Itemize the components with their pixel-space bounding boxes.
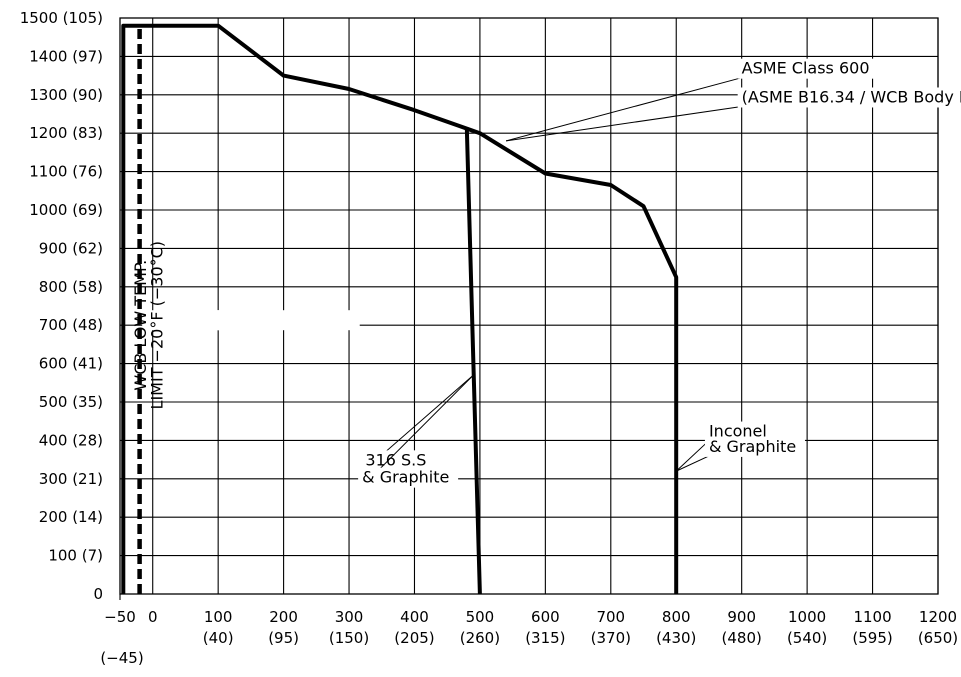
x-tick-label: 1100: [853, 608, 891, 626]
x-tick-sublabel: (260): [460, 629, 500, 647]
annotation-bg: [358, 467, 459, 488]
x-tick-sublabel: (370): [591, 629, 631, 647]
y-tick-label: 1000 (69): [29, 201, 103, 219]
annotation-bg: [704, 421, 778, 442]
x-tick-label: 0: [148, 608, 158, 626]
y-tick-label: 700 (48): [39, 316, 103, 334]
series-line-1: [121, 23, 679, 594]
annotation-label: & Graphite: [709, 437, 796, 456]
y-tick-label: 1300 (90): [29, 86, 103, 104]
grid: [119, 17, 939, 600]
x-tick-sublabel: (480): [722, 629, 762, 647]
annotation-bg: [704, 436, 805, 457]
y-tick-label: 500 (35): [39, 393, 103, 411]
x-tick-label: 100: [204, 608, 233, 626]
annotation-bg: [361, 450, 434, 471]
x-tick-sublabel: (95): [268, 629, 299, 647]
annotation-leader: [676, 455, 710, 472]
annotation-label: (ASME B16.34 / WCB Body Rating): [742, 87, 961, 106]
series-line-2: [464, 127, 482, 595]
x-tick-label: 500: [466, 608, 495, 626]
plot-frame: [119, 17, 939, 595]
series-lines: [121, 23, 679, 595]
annotation-label: LIMIT −20°F (−30°C): [148, 241, 167, 409]
annotation-bg: [737, 87, 961, 108]
annotation-label: ASME Class 600: [742, 59, 870, 78]
tick-labels: −50 (−45) 0 100 (40) 200 (95) 300 (150) 400 (205) 5…: [20, 9, 958, 667]
x-tick-label: 200: [269, 608, 298, 626]
x-tick-sublabel: (205): [394, 629, 434, 647]
x-tick-label: 1200: [919, 608, 957, 626]
x-tick-label: 300: [335, 608, 364, 626]
x-tick-sublabel: (150): [329, 629, 369, 647]
x-tick-sublabel: (650): [918, 629, 958, 647]
annotation-bg: [737, 58, 875, 79]
annotation-leader: [505, 77, 742, 142]
annotation-label: Inconel: [709, 422, 767, 441]
y-tick-label: 1500 (105): [20, 9, 103, 27]
annotation-bg: [158, 310, 360, 331]
annotations: ASME Class 600 (ASME B16.34 / WCB Body Ra…: [131, 58, 961, 488]
x-tick-sublabel: (540): [787, 629, 827, 647]
y-tick-label: 0: [93, 585, 103, 603]
y-tick-label: 600 (41): [39, 355, 103, 373]
y-tick-label: 200 (14): [39, 508, 103, 526]
annotation-leader: [506, 105, 742, 142]
y-tick-label: 1400 (97): [29, 47, 103, 65]
x-tick-label: 400: [400, 608, 429, 626]
annotation-label: & Graphite: [362, 468, 449, 487]
y-tick-label: 800 (58): [39, 278, 103, 296]
y-tick-label: 100 (7): [48, 547, 103, 565]
x-tick-sublabel: (595): [852, 629, 892, 647]
annotation-leader: [675, 440, 710, 472]
x-tick-label: −50: [104, 608, 136, 626]
annotation-label: WCB LOW TEMP.: [131, 260, 150, 391]
x-tick-sublabel: (40): [203, 629, 234, 647]
y-tick-label: 1100 (76): [29, 163, 103, 181]
x-tick-label: 900: [727, 608, 756, 626]
y-tick-label: 300 (21): [39, 470, 103, 488]
x-tick-label: 700: [596, 608, 625, 626]
x-tick-label: 1000: [788, 608, 826, 626]
x-tick-sublabel: (315): [525, 629, 565, 647]
x-tick-label: 600: [531, 608, 560, 626]
annotation-label: 316 S.S: [365, 450, 426, 469]
x-tick-sublabel: (−45): [100, 649, 143, 667]
y-tick-label: 400 (28): [39, 431, 103, 449]
y-tick-label: 1200 (83): [29, 124, 103, 142]
x-tick-label: 800: [662, 608, 691, 626]
x-tick-sublabel: (430): [656, 629, 696, 647]
y-tick-label: 900 (62): [39, 239, 103, 257]
